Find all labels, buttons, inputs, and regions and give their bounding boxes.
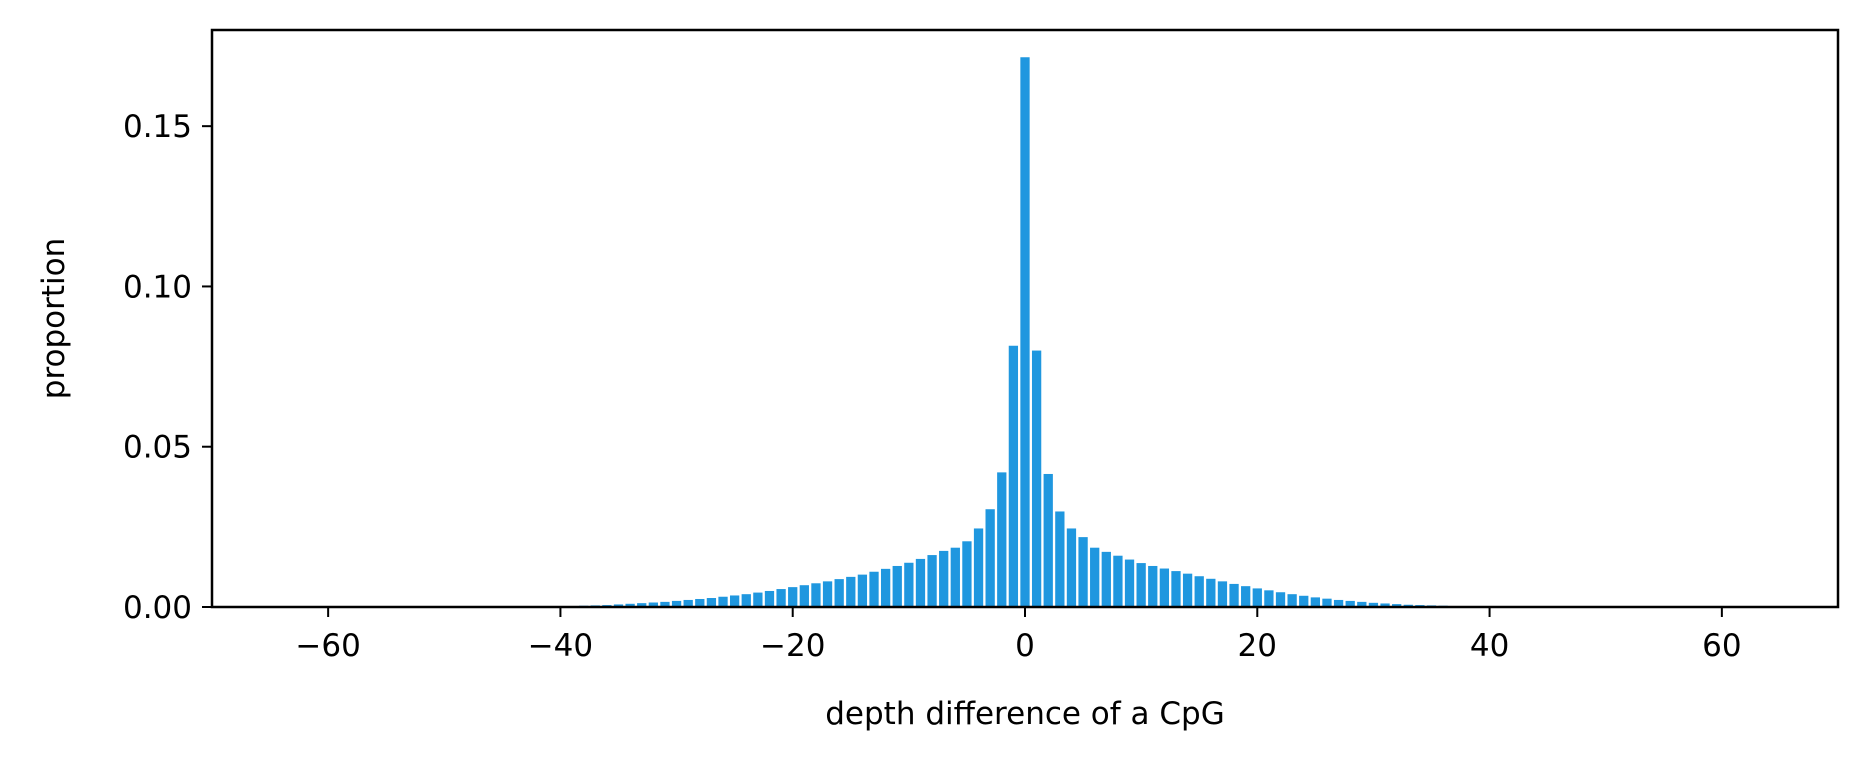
bar (834, 579, 844, 607)
bar (730, 595, 740, 607)
x-tick-label: 60 (1702, 628, 1741, 664)
y-axis-label: proportion (36, 238, 72, 399)
bar (706, 598, 717, 607)
bar (1368, 602, 1379, 607)
bar (915, 558, 926, 607)
x-tick-label: −20 (760, 628, 825, 664)
bar (1241, 586, 1251, 607)
bar (764, 590, 775, 607)
x-tick-label: 20 (1238, 628, 1277, 664)
x-axis-label: depth difference of a CpG (825, 696, 1225, 732)
bar (1136, 563, 1146, 607)
bar (1194, 576, 1204, 607)
bar (1345, 600, 1355, 607)
bar (1066, 528, 1077, 607)
bar (625, 603, 635, 607)
bar (1217, 581, 1228, 607)
y-axis: 0.00 0.05 0.10 0.15 (123, 109, 212, 626)
bar (973, 528, 984, 607)
bar (613, 604, 624, 607)
bar (1287, 594, 1297, 607)
bar (892, 565, 902, 607)
bar (799, 585, 809, 607)
bar (1020, 57, 1030, 607)
bar (1264, 590, 1274, 607)
bar (1392, 604, 1402, 607)
bar (1055, 511, 1065, 607)
bar (1310, 597, 1320, 607)
bar (695, 598, 705, 607)
x-tick-label: −40 (528, 628, 593, 664)
bars-group (555, 57, 1495, 607)
bar (997, 472, 1007, 607)
y-tick-label: 0.15 (123, 109, 192, 145)
x-tick-label: 40 (1470, 628, 1509, 664)
bar (1229, 583, 1239, 607)
bar (648, 602, 658, 607)
bar (1333, 599, 1344, 607)
bar (1182, 573, 1193, 607)
bar (1275, 592, 1286, 607)
bar (683, 599, 693, 607)
bar (1299, 595, 1309, 607)
bar (846, 576, 856, 607)
y-tick-label: 0.05 (123, 430, 192, 466)
bar (822, 581, 833, 607)
bar (1031, 350, 1042, 607)
x-tick-label: 0 (1015, 628, 1035, 664)
bar (857, 574, 868, 607)
x-axis: −60 −40 −20 0 20 40 60 (295, 607, 1742, 664)
bar (671, 600, 682, 607)
bar (1206, 578, 1216, 607)
bar (962, 541, 972, 607)
bar (1043, 473, 1053, 607)
bar (869, 571, 879, 607)
bar (811, 583, 821, 607)
bar (1380, 603, 1390, 607)
bar (753, 592, 763, 607)
x-tick-label: −60 (295, 628, 360, 664)
bar (1252, 588, 1262, 607)
bar (1008, 345, 1019, 607)
y-tick-label: 0.00 (123, 590, 192, 626)
y-tick-label: 0.10 (123, 269, 192, 305)
bar (1090, 547, 1100, 607)
bar (776, 589, 786, 607)
bar (788, 587, 798, 607)
bar (741, 594, 751, 607)
bar (1124, 559, 1135, 607)
bar (1357, 601, 1367, 607)
bar (904, 562, 914, 607)
bar (1322, 598, 1332, 607)
bar (1101, 551, 1111, 607)
bar (660, 601, 670, 607)
bar (1159, 568, 1170, 607)
bar (950, 547, 960, 607)
bar (939, 550, 949, 607)
bar (1148, 565, 1158, 607)
bar (1113, 555, 1123, 607)
bar (718, 596, 728, 607)
bar (637, 603, 647, 607)
bar (880, 568, 891, 607)
bar (985, 509, 995, 607)
bar (1078, 537, 1088, 607)
bar (927, 555, 937, 607)
bar (1171, 571, 1181, 607)
